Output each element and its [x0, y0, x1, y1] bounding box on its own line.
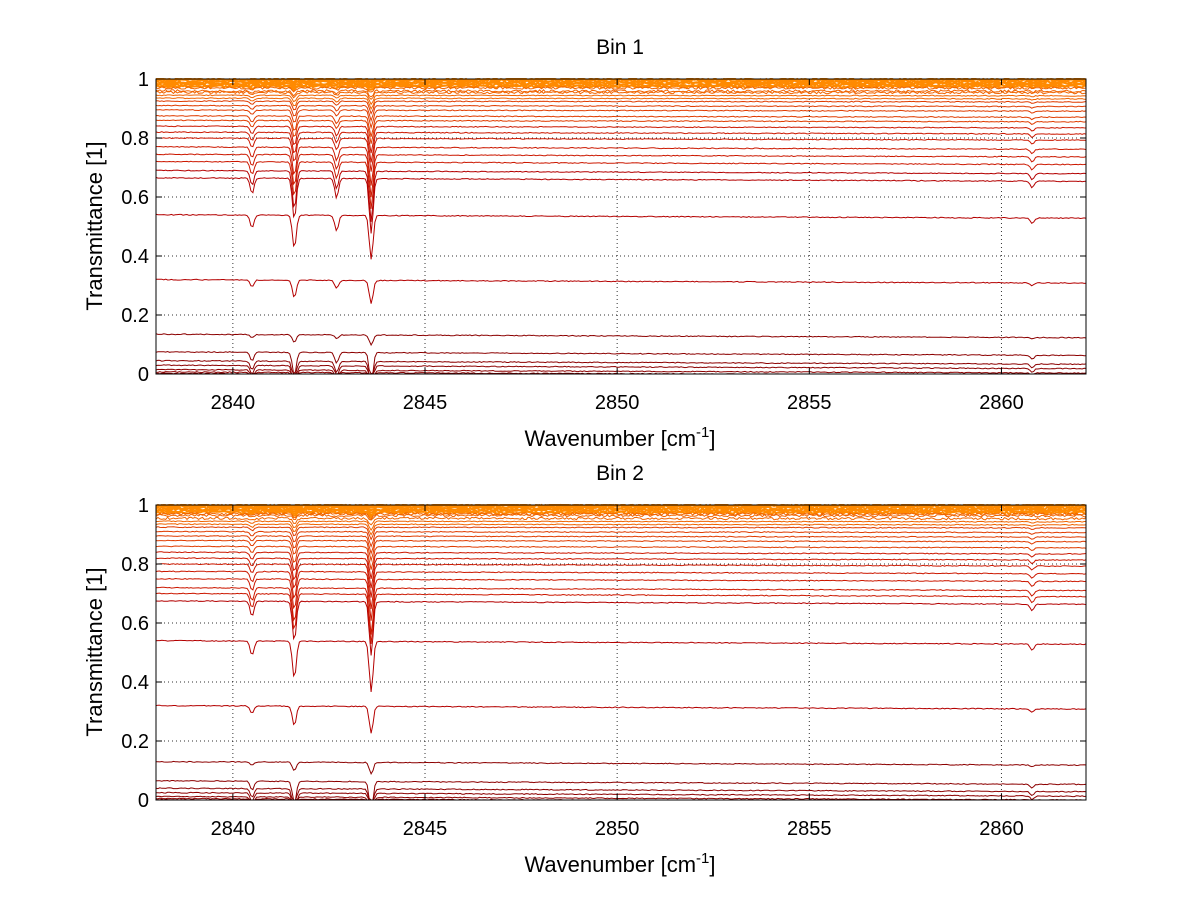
- x-axis-label: Wavenumber [cm-1]: [524, 850, 715, 877]
- series-line: [155, 570, 1087, 610]
- series-line: [155, 333, 1087, 347]
- x-tick-label: 2840: [211, 392, 256, 414]
- series-line: [155, 600, 1087, 656]
- series-lines: [155, 77, 1087, 375]
- series-line: [155, 513, 1086, 521]
- x-axis-label: Wavenumber [cm-1]: [524, 424, 715, 451]
- series-line: [155, 787, 1087, 801]
- series-line: [155, 213, 1087, 260]
- chart-title: Bin 1: [596, 36, 644, 59]
- series-line: [155, 350, 1086, 375]
- series-line: [155, 88, 1087, 98]
- plot-area: [156, 79, 1086, 374]
- series-line: [155, 114, 1087, 137]
- series-line: [155, 530, 1087, 548]
- x-tick-label: 2855: [787, 392, 832, 414]
- series-line: [155, 104, 1086, 123]
- x-axis-label-sup: -1: [696, 424, 709, 441]
- series-line: [155, 100, 1087, 115]
- series-line: [155, 760, 1087, 775]
- series-line: [155, 592, 1086, 644]
- series-line: [155, 90, 1087, 100]
- y-axis-label: Transmittance [1]: [82, 567, 107, 736]
- x-ticks: 2840 2845 2850 2855 2860: [211, 505, 1024, 840]
- series-line: [155, 137, 1087, 172]
- x-tick-label: 2860: [979, 818, 1024, 840]
- series-line: [155, 557, 1087, 589]
- x-tick-label: 2855: [787, 818, 832, 840]
- x-tick-label: 2840: [211, 818, 256, 840]
- series-line: [155, 176, 1087, 234]
- y-ticks: 0 0.2 0.4 0.6 0.8 1: [121, 495, 1086, 812]
- y-tick-label: 1: [138, 69, 149, 91]
- axes-box: [155, 504, 1087, 801]
- y-tick-label: 0.2: [121, 305, 149, 327]
- x-tick-label: 2850: [595, 818, 640, 840]
- y-tick-label: 0.4: [121, 246, 149, 268]
- x-axis-label-end: ]: [709, 426, 715, 451]
- y-ticks: 0 0.2 0.4 0.6 0.8 1: [121, 69, 1086, 386]
- series-line: [155, 145, 1087, 186]
- y-tick-label: 0.4: [121, 672, 149, 694]
- series-line: [155, 523, 1087, 536]
- series-line: [155, 359, 1087, 375]
- series-line: [155, 153, 1087, 198]
- x-axis-label-sup: -1: [696, 850, 709, 867]
- series-line: [155, 125, 1087, 154]
- y-tick-label: 0.8: [121, 554, 149, 576]
- series-line: [155, 131, 1087, 163]
- chart-title: Bin 2: [596, 462, 644, 485]
- y-tick-label: 0: [138, 364, 149, 386]
- y-tick-label: 0.8: [121, 128, 149, 150]
- y-tick-label: 0.2: [121, 731, 149, 753]
- series-line: [156, 791, 1087, 801]
- x-tick-label: 2845: [403, 392, 448, 414]
- series-line: [155, 506, 1087, 514]
- series-line: [155, 639, 1087, 692]
- panel-bin-1: Bin 1 2840 2845 2850 2855 2860 0 0.2 0.4 0.6 0.8…: [82, 36, 1087, 451]
- series-line: [155, 160, 1087, 209]
- series-line: [156, 520, 1086, 532]
- series-line: [155, 535, 1087, 556]
- series-line: [155, 169, 1087, 222]
- series-line: [155, 516, 1087, 526]
- series-line: [155, 83, 1087, 92]
- series-line: [155, 278, 1087, 304]
- x-tick-label: 2850: [595, 392, 640, 414]
- series-line: [155, 97, 1087, 111]
- series-line: [155, 779, 1087, 801]
- x-tick-label: 2845: [403, 818, 448, 840]
- series-line: [155, 526, 1087, 541]
- series-line: [155, 368, 1087, 375]
- series-line: [155, 109, 1087, 130]
- series-line: [155, 364, 1087, 375]
- plot-area: [156, 505, 1086, 800]
- series-line: [155, 539, 1087, 563]
- x-axis-label-end: ]: [709, 852, 715, 877]
- series-line: [155, 586, 1087, 635]
- series-line: [155, 704, 1087, 734]
- y-tick-label: 0: [138, 790, 149, 812]
- x-ticks: 2840 2845 2850 2855 2860: [211, 79, 1024, 414]
- x-axis-label-main: Wavenumber [cm: [524, 852, 696, 877]
- panel-bin-2: Bin 2 2840 2845 2850 2855 2860 0 0.2 0.4 0.6 0.8…: [82, 462, 1087, 877]
- y-tick-label: 0.6: [121, 187, 149, 209]
- x-tick-label: 2860: [979, 392, 1024, 414]
- y-tick-label: 0.6: [121, 613, 149, 635]
- x-axis-label-main: Wavenumber [cm: [524, 426, 696, 451]
- series-line: [155, 563, 1087, 598]
- series-line: [155, 551, 1087, 579]
- y-axis-label: Transmittance [1]: [82, 141, 107, 310]
- series-line: [155, 94, 1087, 106]
- series-line: [155, 119, 1087, 144]
- series-line: [155, 545, 1087, 570]
- series-line: [155, 577, 1087, 621]
- series-line: [155, 86, 1087, 93]
- axes-box: [155, 78, 1087, 375]
- y-tick-label: 1: [138, 495, 149, 517]
